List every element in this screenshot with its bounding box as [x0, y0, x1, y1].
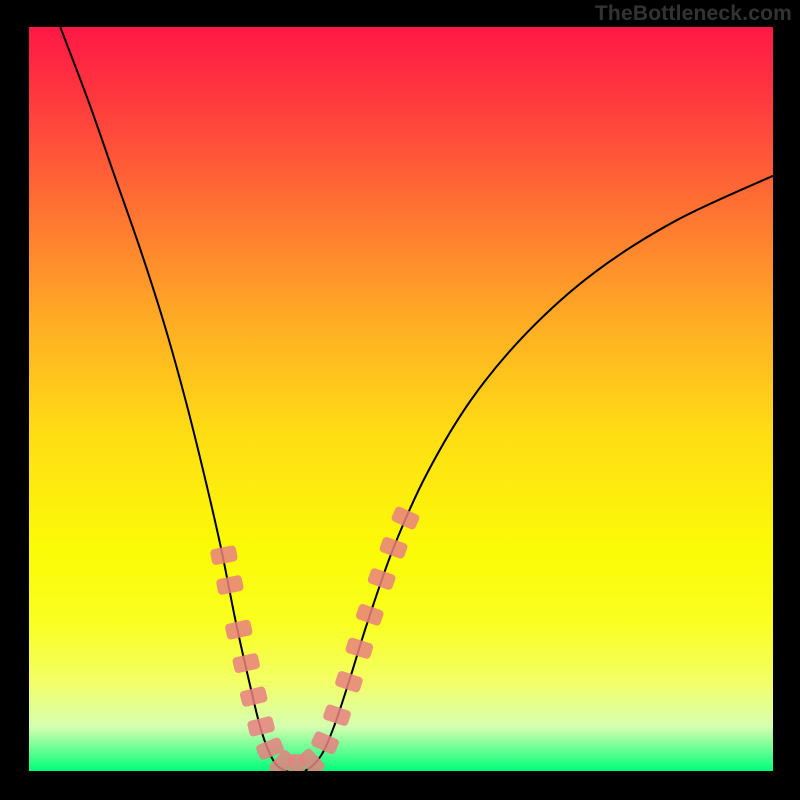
chart-canvas: TheBottleneck.com [0, 0, 800, 800]
plot-area [29, 27, 773, 771]
gradient-background [29, 27, 773, 771]
plot-svg [29, 27, 773, 771]
watermark-text: TheBottleneck.com [595, 2, 792, 26]
